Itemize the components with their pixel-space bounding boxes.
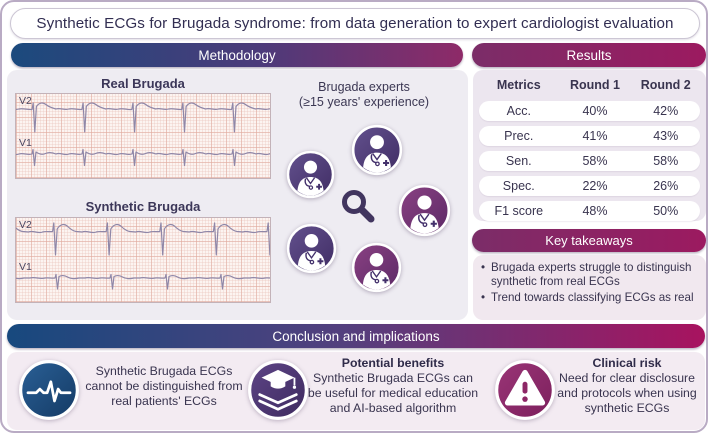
round2-cell: 42% xyxy=(653,104,679,118)
conclusion-title: Potential benefits xyxy=(341,356,445,370)
round1-cell: 48% xyxy=(582,204,608,218)
round1-cell: 58% xyxy=(582,154,608,168)
methodology-header-label: Methodology xyxy=(198,47,276,63)
graduation-cap-icon xyxy=(248,360,308,420)
title-banner: Synthetic ECGs for Brugada syndrome: fro… xyxy=(10,8,700,39)
key-takeaways-header-label: Key takeaways xyxy=(545,233,633,248)
experts-line1: Brugada experts xyxy=(318,80,410,94)
round1-cell: 22% xyxy=(582,179,608,193)
takeaway-text: Trend towards classifying ECGs as real xyxy=(491,291,694,304)
real-brugada-label: Real Brugada xyxy=(101,76,185,91)
synthetic-brugada-ecg: V2 V1 xyxy=(15,217,271,303)
lead-v2-label: V2 xyxy=(19,219,32,231)
conclusion-panel xyxy=(7,352,705,430)
results-panel: Metrics Round 1 Round 2 Acc. 40% 42% Pre… xyxy=(473,70,706,221)
table-row: Acc. 40% 42% xyxy=(479,101,700,121)
table-row: Spec. 22% 26% xyxy=(479,176,700,196)
round2-cell: 50% xyxy=(653,204,679,218)
real-brugada-ecg: V2 V1 xyxy=(15,93,271,179)
results-header: Results xyxy=(472,43,706,67)
conclusion-item: Clinical risk Need for clear disclosure … xyxy=(552,356,702,416)
conclusion-header-label: Conclusion and implications xyxy=(272,328,440,344)
real-ecg-trace xyxy=(16,102,270,167)
experts-line2: (≥15 years' experience) xyxy=(298,95,430,109)
conclusion-header: Conclusion and implications xyxy=(7,324,705,348)
doctor-icon xyxy=(286,150,335,199)
synthetic-brugada-label: Synthetic Brugada xyxy=(85,199,201,214)
magnifier-icon xyxy=(342,190,375,223)
warning-icon xyxy=(495,360,555,420)
results-header-label: Results xyxy=(566,47,612,63)
col-round1: Round 1 xyxy=(570,78,620,92)
metric-cell: Prec. xyxy=(504,129,534,143)
conclusion-item: Potential benefits Synthetic Brugada ECG… xyxy=(305,356,481,416)
results-table-header: Metrics Round 1 Round 2 xyxy=(479,74,700,96)
list-item: • Trend towards classifying ECGs as real xyxy=(481,291,698,305)
heartbeat-icon xyxy=(19,360,79,420)
list-item: • Brugada experts struggle to distinguish… xyxy=(481,261,698,288)
round2-cell: 26% xyxy=(653,179,679,193)
lead-v2-label: V2 xyxy=(19,95,32,107)
round1-cell: 40% xyxy=(582,104,608,118)
table-row: Prec. 41% 43% xyxy=(479,126,700,146)
round2-cell: 43% xyxy=(653,129,679,143)
experts-label: Brugada experts (≥15 years' experience) xyxy=(286,80,442,110)
doctor-icon xyxy=(351,124,403,176)
round2-cell: 58% xyxy=(653,154,679,168)
synthetic-ecg-trace xyxy=(16,222,270,290)
table-row: F1 score 48% 50% xyxy=(479,201,700,221)
table-row: Sen. 58% 58% xyxy=(479,151,700,171)
lead-v1-label: V1 xyxy=(19,261,32,273)
col-metrics: Metrics xyxy=(496,78,541,92)
metric-cell: Sen. xyxy=(505,154,532,168)
methodology-header: Methodology xyxy=(11,43,463,67)
metric-cell: Acc. xyxy=(506,104,531,118)
conclusion-text: Synthetic Brugada ECGs cannot be disting… xyxy=(85,364,243,408)
key-takeaways-panel: • Brugada experts struggle to distinguish… xyxy=(473,255,706,320)
page-title: Synthetic ECGs for Brugada syndrome: fro… xyxy=(36,15,674,32)
doctor-icon xyxy=(351,242,402,293)
conclusion-item: Synthetic Brugada ECGs cannot be disting… xyxy=(84,364,244,409)
conclusion-text: Need for clear disclosure and protocols … xyxy=(557,371,697,415)
conclusion-title: Clinical risk xyxy=(592,356,662,370)
metric-cell: F1 score xyxy=(494,204,544,218)
doctor-icon xyxy=(286,223,337,274)
doctor-icon xyxy=(398,184,451,237)
results-table: Metrics Round 1 Round 2 Acc. 40% 42% Pre… xyxy=(473,70,706,225)
bullet-dot: • xyxy=(481,261,486,274)
conclusion-text: Synthetic Brugada ECGs can be useful for… xyxy=(307,371,479,415)
lead-v1-label: V1 xyxy=(19,137,32,149)
key-takeaways-header: Key takeaways xyxy=(472,229,706,252)
col-round2: Round 2 xyxy=(640,78,691,92)
metric-cell: Spec. xyxy=(502,179,535,193)
bullet-dot: • xyxy=(481,291,486,304)
takeaway-text: Brugada experts struggle to distinguish … xyxy=(491,261,692,288)
round1-cell: 41% xyxy=(582,129,608,143)
